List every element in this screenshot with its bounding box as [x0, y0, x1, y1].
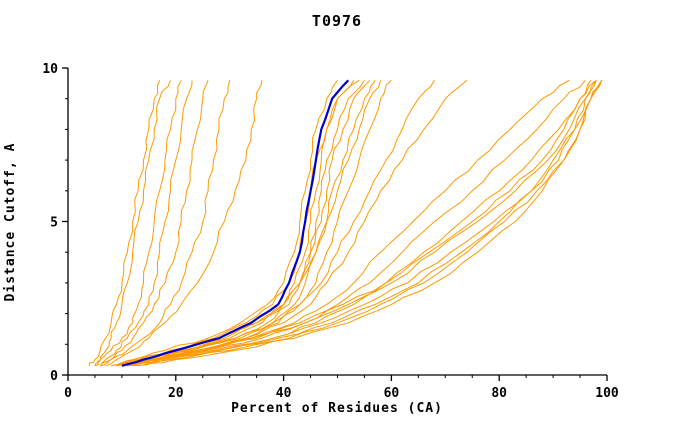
x-tick-label: 40	[276, 386, 292, 401]
model-curve	[127, 79, 392, 367]
axes: 0 20 40 60 80 100 0 5 10	[42, 62, 619, 401]
model-curve	[116, 80, 592, 367]
x-axis-label: Percent of Residues (CA)	[231, 401, 443, 416]
model-curve	[121, 80, 597, 367]
x-tick-label: 80	[491, 386, 507, 401]
model-curve	[132, 80, 603, 367]
model-curve	[111, 80, 338, 367]
model-curve	[138, 80, 603, 367]
y-tick-label: 5	[50, 216, 58, 231]
model-curve	[116, 80, 355, 367]
model-curve	[121, 80, 597, 367]
x-tick-label: 0	[64, 386, 72, 401]
model-curve	[99, 80, 231, 367]
model-curves	[89, 79, 603, 367]
model-curve	[116, 79, 371, 367]
x-tick-label: 20	[168, 386, 184, 401]
model-curve	[94, 80, 171, 367]
model-curve	[116, 80, 435, 367]
y-tick-label: 0	[50, 369, 58, 384]
y-axis-label: Distance Cutoff, A	[3, 143, 18, 302]
x-tick-label: 60	[384, 386, 400, 401]
model-curve	[89, 80, 161, 366]
model-curve	[94, 80, 182, 366]
reference-curve	[121, 79, 350, 367]
model-curve	[127, 80, 603, 367]
y-tick-label: 10	[42, 62, 58, 77]
chart-title: T0976	[312, 12, 362, 30]
model-curve	[99, 80, 193, 367]
model-curve	[127, 79, 586, 367]
model-curve	[105, 80, 263, 367]
model-curve	[100, 80, 209, 367]
x-tick-label: 100	[595, 386, 619, 401]
